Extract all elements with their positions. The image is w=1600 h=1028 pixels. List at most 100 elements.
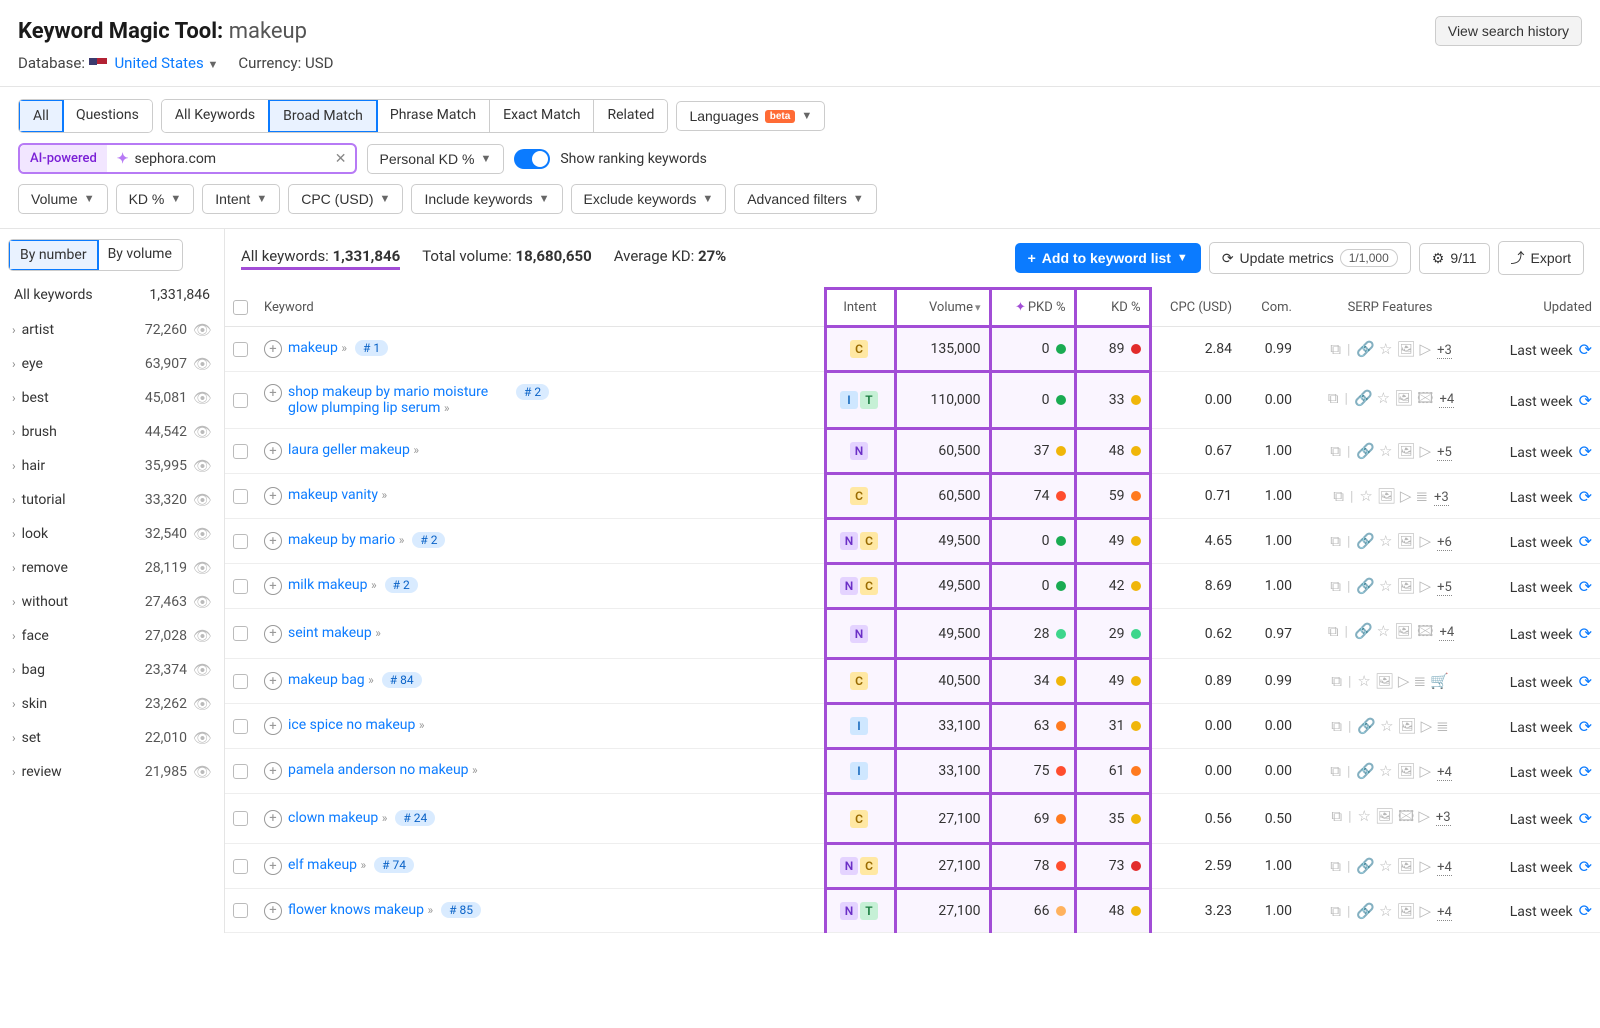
row-checkbox[interactable]	[233, 719, 248, 734]
serp-icon[interactable]: ▷	[1420, 442, 1432, 460]
filter-include-keywords[interactable]: Include keywords ▼	[411, 184, 562, 214]
serp-icon[interactable]: 🖼	[1375, 807, 1394, 825]
add-keyword-icon[interactable]: +	[264, 762, 282, 780]
filter-cpc-usd-[interactable]: CPC (USD) ▼	[288, 184, 403, 214]
serp-icon[interactable]: ☆	[1377, 389, 1390, 407]
col-updated[interactable]: Updated	[1480, 289, 1600, 327]
serp-icon[interactable]: 🖼	[1377, 487, 1396, 505]
serp-icon[interactable]: ⧉	[1331, 717, 1342, 735]
serp-icon[interactable]: ▷	[1400, 487, 1412, 505]
serp-icon[interactable]: ☆	[1379, 577, 1392, 595]
sidebar-item-hair[interactable]: ›hair35,995👁	[8, 449, 216, 483]
col-com[interactable]: Com.	[1240, 289, 1300, 327]
export-button[interactable]: ⤴ Export	[1498, 241, 1584, 275]
refresh-icon[interactable]: ⟳	[1579, 717, 1592, 736]
serp-more[interactable]: +4	[1437, 905, 1452, 921]
serp-more[interactable]: +5	[1437, 580, 1452, 596]
scope-tab-questions[interactable]: Questions	[63, 100, 152, 132]
refresh-icon[interactable]: ⟳	[1579, 901, 1592, 920]
match-tab-broad-match[interactable]: Broad Match	[268, 99, 378, 133]
serp-icon[interactable]: 🖾	[1417, 389, 1433, 407]
filter-intent[interactable]: Intent ▼	[202, 184, 280, 214]
keyword-link[interactable]: shop makeup by mario moisture glow plump…	[288, 384, 488, 416]
eye-icon[interactable]: 👁	[193, 355, 212, 373]
row-checkbox[interactable]	[233, 674, 248, 689]
eye-icon[interactable]: 👁	[193, 695, 212, 713]
serp-icon[interactable]: 🔗	[1356, 442, 1375, 460]
sidebar-item-artist[interactable]: ›artist72,260👁	[8, 313, 216, 347]
serp-icon[interactable]: ≣	[1413, 672, 1426, 690]
row-checkbox[interactable]	[233, 579, 248, 594]
filter-exclude-keywords[interactable]: Exclude keywords ▼	[571, 184, 727, 214]
serp-icon[interactable]: 🖼	[1398, 717, 1417, 735]
serp-icon[interactable]: 🖼	[1397, 857, 1416, 875]
filter-kd-[interactable]: KD % ▼	[116, 184, 195, 214]
sidebar-item-bag[interactable]: ›bag23,374👁	[8, 653, 216, 687]
refresh-icon[interactable]: ⟳	[1579, 762, 1592, 781]
keyword-link[interactable]: milk makeup	[288, 577, 368, 593]
col-cpc[interactable]: CPC (USD)	[1150, 289, 1240, 327]
keyword-link[interactable]: flower knows makeup	[288, 902, 424, 918]
add-keyword-icon[interactable]: +	[264, 532, 282, 550]
match-tab-all-keywords[interactable]: All Keywords	[162, 100, 269, 132]
eye-icon[interactable]: 👁	[193, 729, 212, 747]
sidebar-item-tutorial[interactable]: ›tutorial33,320👁	[8, 483, 216, 517]
serp-more[interactable]: +4	[1439, 392, 1454, 408]
refresh-icon[interactable]: ⟳	[1579, 532, 1592, 551]
sidebar-item-face[interactable]: ›face27,028👁	[8, 619, 216, 653]
domain-input[interactable]: sephora.com	[135, 151, 217, 167]
refresh-icon[interactable]: ⟳	[1579, 391, 1592, 410]
serp-icon[interactable]: ▷	[1398, 672, 1410, 690]
serp-more[interactable]: +3	[1436, 810, 1451, 826]
serp-icon[interactable]: ▷	[1420, 857, 1432, 875]
add-keyword-icon[interactable]: +	[264, 625, 282, 643]
serp-icon[interactable]: ☆	[1359, 487, 1372, 505]
keyword-link[interactable]: elf makeup	[288, 857, 357, 873]
update-metrics-button[interactable]: ⟳ Update metrics 1/1,000	[1209, 242, 1411, 274]
refresh-icon[interactable]: ⟳	[1579, 624, 1592, 643]
row-checkbox[interactable]	[233, 626, 248, 641]
col-volume[interactable]: Volume▾	[895, 289, 990, 327]
filter-advanced-filters[interactable]: Advanced filters ▼	[734, 184, 877, 214]
add-keyword-icon[interactable]: +	[264, 902, 282, 920]
serp-icon[interactable]: ☆	[1377, 622, 1390, 640]
keyword-link[interactable]: makeup by mario	[288, 532, 395, 548]
serp-icon[interactable]: 🔗	[1356, 857, 1375, 875]
match-tab-exact-match[interactable]: Exact Match	[490, 100, 594, 132]
keyword-link[interactable]: seint makeup	[288, 625, 372, 641]
sidebar-mode-by-volume[interactable]: By volume	[98, 240, 182, 270]
refresh-icon[interactable]: ⟳	[1579, 857, 1592, 876]
serp-icon[interactable]: 🖼	[1397, 762, 1416, 780]
row-checkbox[interactable]	[233, 489, 248, 504]
serp-icon[interactable]: ⧉	[1330, 902, 1341, 920]
sidebar-item-eye[interactable]: ›eye63,907👁	[8, 347, 216, 381]
serp-more[interactable]: +3	[1437, 343, 1452, 359]
refresh-icon[interactable]: ⟳	[1579, 809, 1592, 828]
serp-icon[interactable]: 🔗	[1356, 340, 1375, 358]
serp-icon[interactable]: ≣	[1415, 487, 1428, 505]
keyword-link[interactable]: makeup	[288, 340, 338, 356]
eye-icon[interactable]: 👁	[193, 423, 212, 441]
row-checkbox[interactable]	[233, 342, 248, 357]
select-all-checkbox[interactable]	[233, 300, 248, 315]
eye-icon[interactable]: 👁	[193, 491, 212, 509]
serp-icon[interactable]: ☆	[1380, 717, 1393, 735]
row-checkbox[interactable]	[233, 444, 248, 459]
serp-icon[interactable]: ⧉	[1330, 762, 1341, 780]
row-checkbox[interactable]	[233, 903, 248, 918]
add-keyword-icon[interactable]: +	[264, 577, 282, 595]
serp-icon[interactable]: ☆	[1379, 902, 1392, 920]
serp-icon[interactable]: ▷	[1418, 807, 1430, 825]
serp-icon[interactable]: 🖼	[1375, 672, 1394, 690]
row-checkbox[interactable]	[233, 764, 248, 779]
serp-icon[interactable]: ⧉	[1330, 577, 1341, 595]
serp-more[interactable]: +3	[1434, 490, 1449, 506]
serp-icon[interactable]: ☆	[1379, 762, 1392, 780]
serp-icon[interactable]: ⧉	[1330, 857, 1341, 875]
serp-icon[interactable]: ⧉	[1330, 442, 1341, 460]
row-checkbox[interactable]	[233, 859, 248, 874]
serp-icon[interactable]: ▷	[1420, 902, 1432, 920]
serp-icon[interactable]: ▷	[1420, 532, 1432, 550]
serp-more[interactable]: +6	[1437, 535, 1452, 551]
scope-tab-all[interactable]: All	[18, 99, 64, 133]
